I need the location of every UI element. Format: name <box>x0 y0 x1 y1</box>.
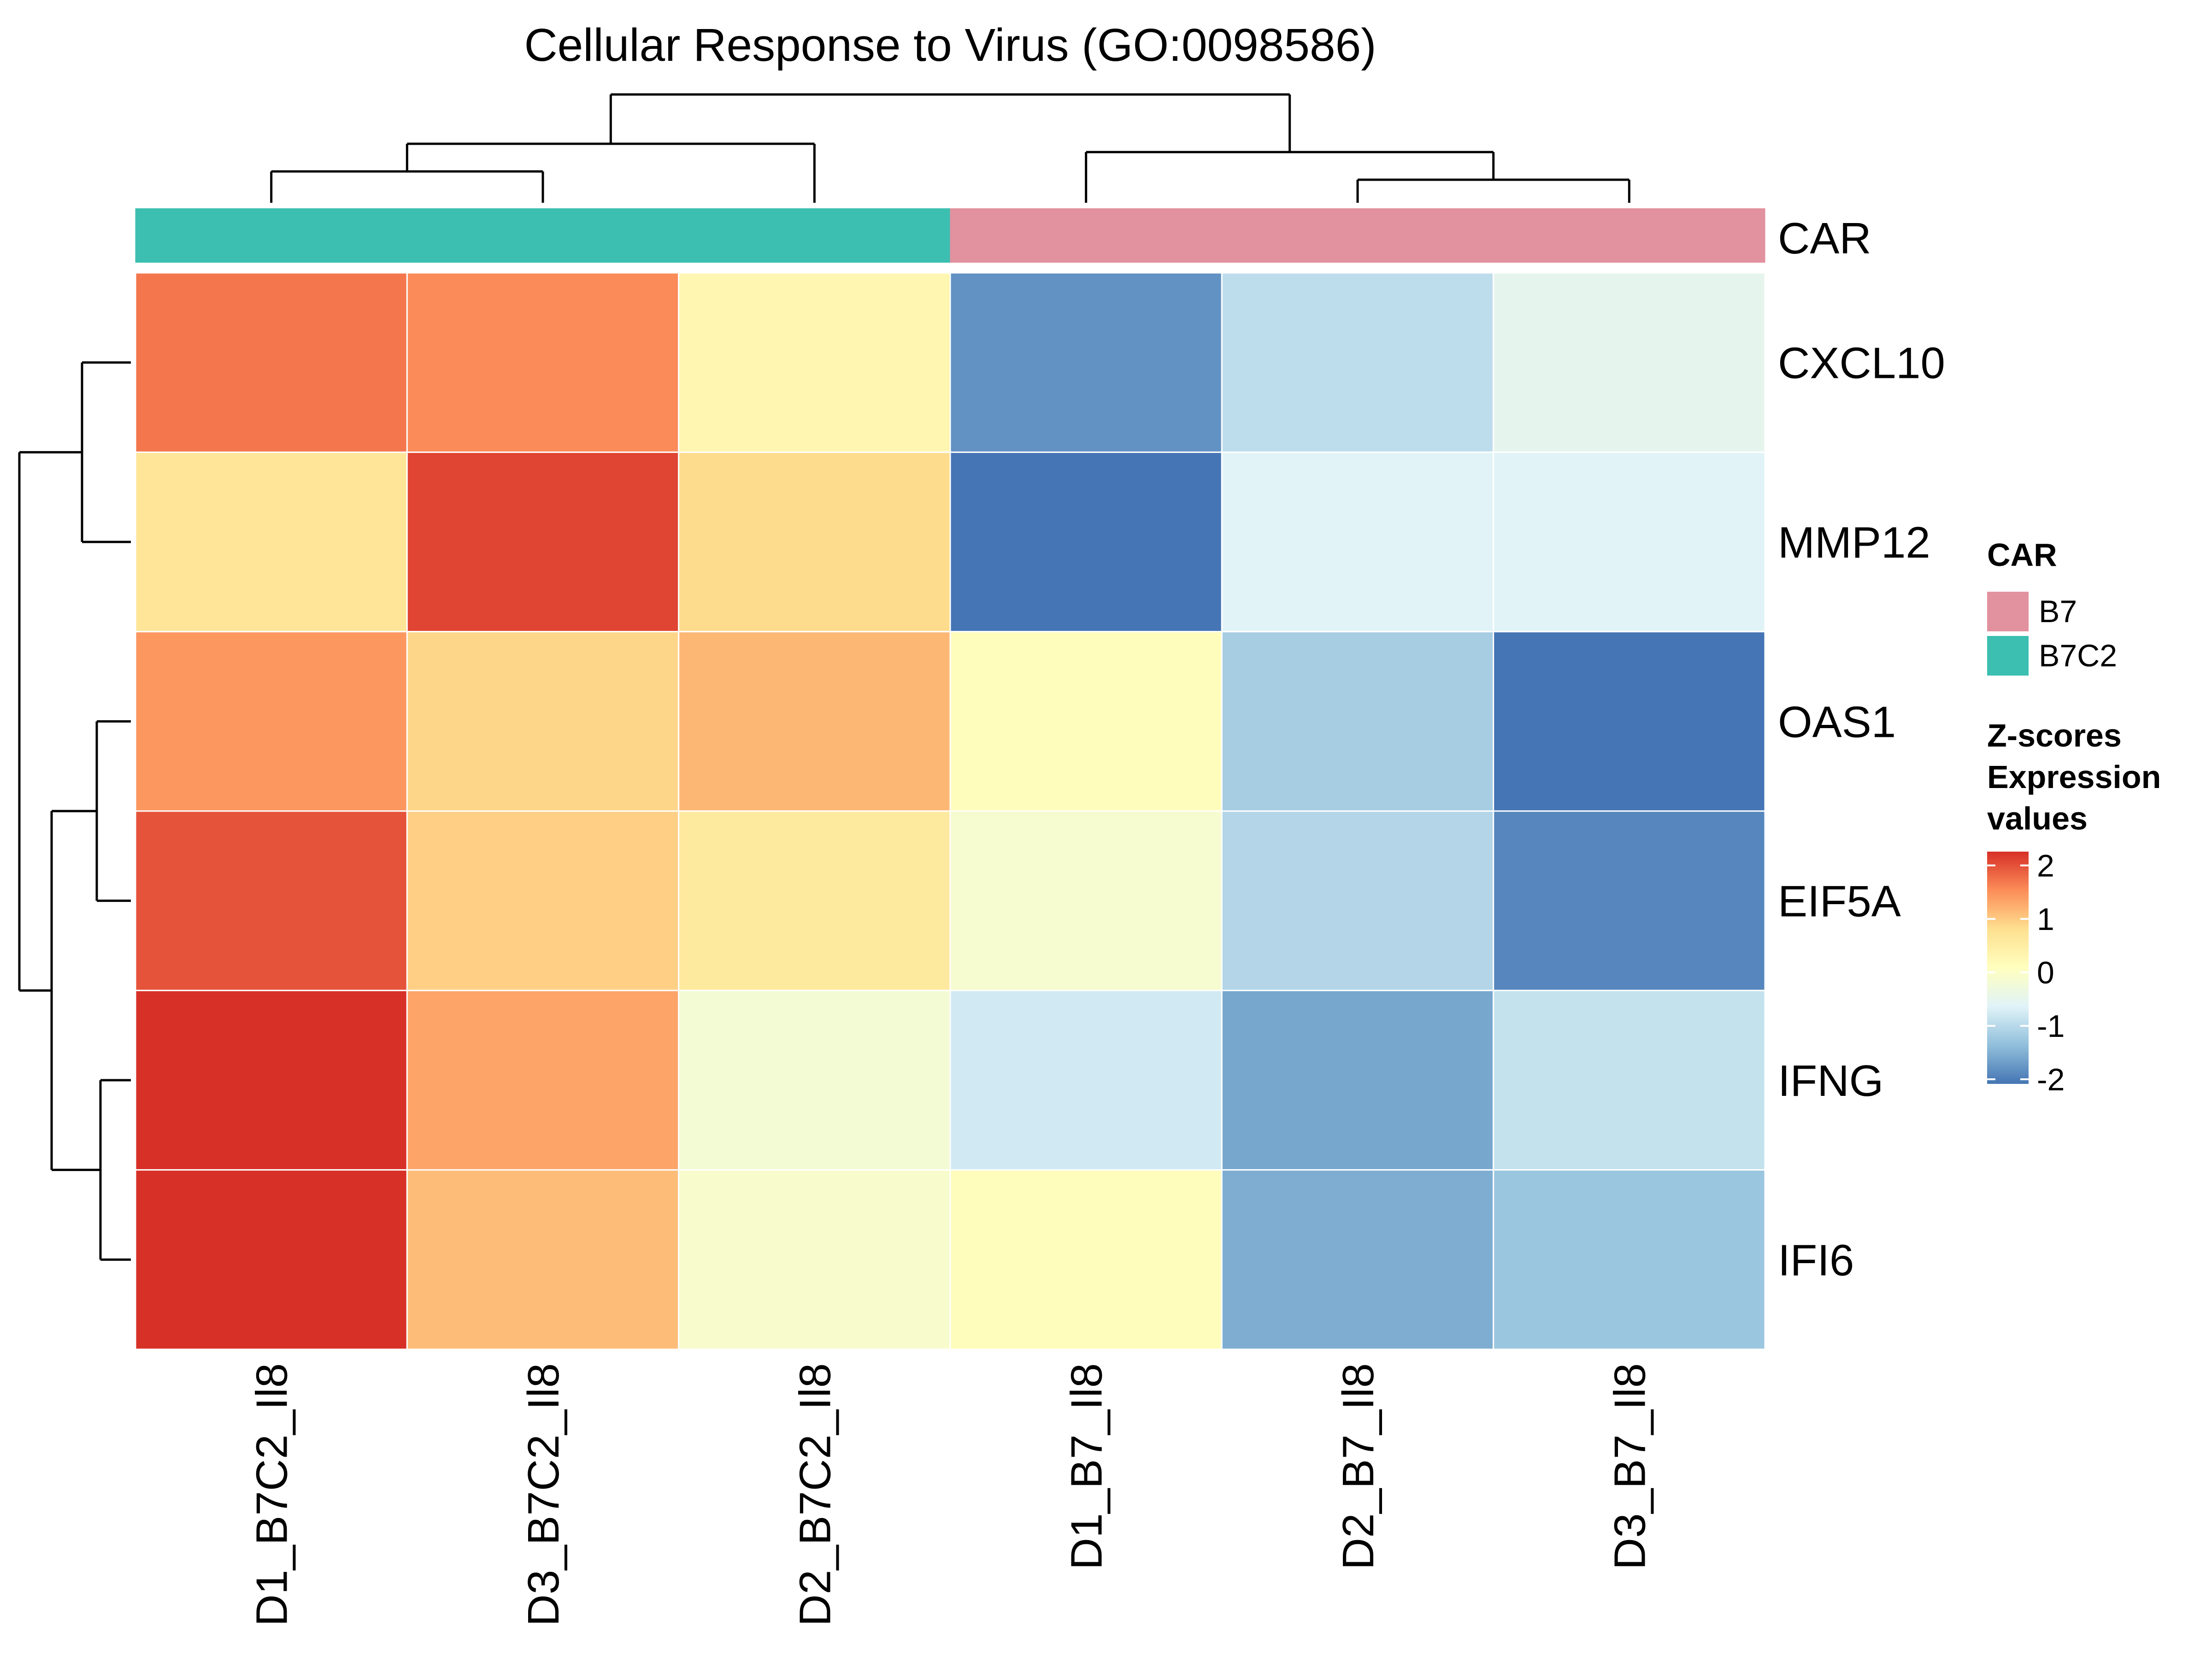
cell-cxcl10-d2-b7-il8 <box>1221 272 1494 453</box>
cell-oas1-d2-b7c2-il8 <box>678 631 951 812</box>
cell-mmp12-d3-b7c2-il8 <box>406 451 680 633</box>
cell-eif5a-d2-b7-il8 <box>1221 810 1494 991</box>
car-annotation-bar <box>135 208 1765 263</box>
cell-ifi6-d1-b7c2-il8 <box>135 1169 408 1350</box>
cell-mmp12-d1-b7-il8 <box>949 451 1223 633</box>
cell-mmp12-d2-b7-il8 <box>1221 451 1494 633</box>
row-labels: CXCL10 MMP12 OAS1 EIF5A IFNG IFI6 <box>1778 339 1945 1285</box>
legend: CAR B7 B7C2 Z-scores Expression values 2 1 0 -… <box>1987 537 2161 1097</box>
cell-mmp12-d2-b7c2-il8 <box>678 451 951 633</box>
zscore-title-line: Z-scores <box>1987 718 2122 753</box>
cell-oas1-d2-b7-il8 <box>1221 631 1494 812</box>
cell-ifng-d1-b7c2-il8 <box>135 989 408 1171</box>
cell-ifi6-d2-b7-il8 <box>1221 1169 1494 1350</box>
cell-ifng-d2-b7-il8 <box>1221 989 1494 1171</box>
annotation-cell-d3-b7-il8 <box>1493 208 1765 263</box>
cell-oas1-d1-b7-il8 <box>949 631 1223 812</box>
cell-eif5a-d1-b7-il8 <box>949 810 1223 991</box>
car-legend-title: CAR <box>1987 537 2057 573</box>
cell-mmp12-d1-b7c2-il8 <box>135 451 408 633</box>
chart-title: Cellular Response to Virus (GO:0098586) <box>524 19 1376 71</box>
zscore-title-line: Expression <box>1987 759 2161 795</box>
row-label-eif5a: EIF5A <box>1778 877 1901 926</box>
cell-oas1-d3-b7-il8 <box>1493 631 1766 812</box>
legend-label-b7: B7 <box>2039 594 2077 629</box>
col-label-d1-b7c2-il8: D1_B7C2_Il8 <box>247 1363 297 1626</box>
col-label-d1-b7-il8: D1_B7_Il8 <box>1062 1363 1112 1570</box>
zscore-tick-label: -1 <box>2037 1009 2065 1044</box>
row-label-mmp12: MMP12 <box>1778 518 1930 567</box>
zscore-title-line: values <box>1987 800 2088 836</box>
cell-ifng-d1-b7-il8 <box>949 989 1223 1171</box>
zscore-tick-label: -2 <box>2037 1062 2065 1097</box>
cell-mmp12-d3-b7-il8 <box>1493 451 1766 633</box>
row-dendrogram <box>18 361 131 1261</box>
cell-ifng-d3-b7-il8 <box>1493 989 1766 1171</box>
row-label-ifng: IFNG <box>1778 1056 1883 1106</box>
cell-ifi6-d3-b7-il8 <box>1493 1169 1766 1350</box>
cell-cxcl10-d3-b7c2-il8 <box>406 272 680 453</box>
col-label-d2-b7-il8: D2_B7_Il8 <box>1334 1363 1383 1570</box>
cell-cxcl10-d1-b7-il8 <box>949 272 1223 453</box>
cell-eif5a-d1-b7c2-il8 <box>135 810 408 991</box>
zscore-ticks: 2 1 0 -1 -2 <box>1987 848 2065 1097</box>
legend-swatch-b7c2 <box>1987 636 2029 676</box>
zscore-tick-label: 0 <box>2037 955 2054 990</box>
col-label-d2-b7c2-il8: D2_B7C2_Il8 <box>790 1363 840 1626</box>
row-label-ifi6: IFI6 <box>1778 1235 1854 1285</box>
heatmap-cells <box>135 272 1766 1350</box>
cell-eif5a-d2-b7c2-il8 <box>678 810 951 991</box>
cell-ifi6-d2-b7c2-il8 <box>678 1169 951 1350</box>
zscore-tick-label: 2 <box>2037 848 2054 883</box>
col-label-d3-b7c2-il8: D3_B7C2_Il8 <box>519 1363 568 1626</box>
legend-label-b7c2: B7C2 <box>2039 638 2117 673</box>
legend-swatch-b7 <box>1987 592 2029 631</box>
cell-oas1-d1-b7c2-il8 <box>135 631 408 812</box>
cell-cxcl10-d1-b7c2-il8 <box>135 272 408 453</box>
annotation-cell-d2-b7-il8 <box>1221 208 1494 263</box>
cell-eif5a-d3-b7-il8 <box>1493 810 1766 991</box>
zscore-colorbar <box>1987 852 2029 1084</box>
cell-ifi6-d3-b7c2-il8 <box>406 1169 680 1350</box>
annotation-label: CAR <box>1778 214 1871 263</box>
cell-ifng-d3-b7c2-il8 <box>406 989 680 1171</box>
col-label-d3-b7-il8: D3_B7_Il8 <box>1605 1363 1654 1570</box>
cell-ifi6-d1-b7-il8 <box>949 1169 1223 1350</box>
row-label-cxcl10: CXCL10 <box>1778 339 1945 388</box>
zscore-legend-title: Z-scores Expression values <box>1987 718 2161 836</box>
cell-cxcl10-d2-b7c2-il8 <box>678 272 951 453</box>
cell-eif5a-d3-b7c2-il8 <box>406 810 680 991</box>
cell-ifng-d2-b7c2-il8 <box>678 989 951 1171</box>
car-legend-items: B7 B7C2 <box>1987 592 2117 676</box>
cell-cxcl10-d3-b7-il8 <box>1493 272 1766 453</box>
annotation-cell-d1-b7c2-il8 <box>135 208 407 263</box>
annotation-cell-d2-b7c2-il8 <box>678 208 951 263</box>
zscore-tick-label: 1 <box>2037 902 2054 937</box>
cell-oas1-d3-b7c2-il8 <box>406 631 680 812</box>
annotation-cell-d1-b7-il8 <box>950 208 1222 263</box>
row-label-oas1: OAS1 <box>1778 697 1896 747</box>
column-dendrogram <box>270 93 1630 203</box>
annotation-cell-d3-b7c2-il8 <box>406 208 679 263</box>
column-labels: D1_B7C2_Il8 D3_B7C2_Il8 D2_B7C2_Il8 D1_B7_I… <box>247 1363 1655 1626</box>
